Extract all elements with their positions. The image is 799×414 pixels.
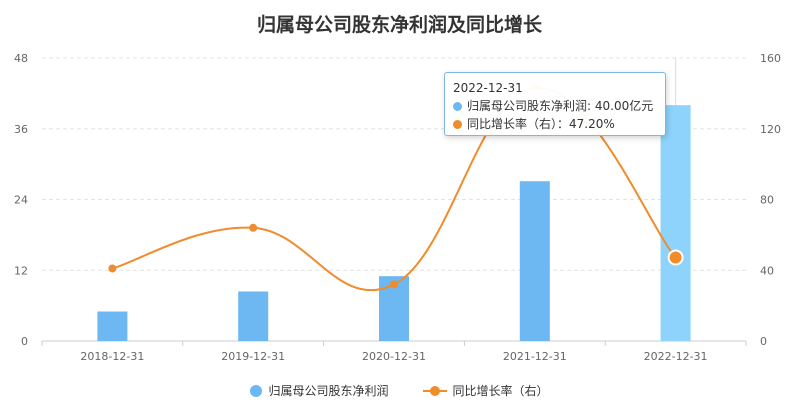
x-tick-label: 2022-12-31 (644, 350, 708, 363)
legend-line-swatch (422, 385, 447, 397)
growth-point (249, 223, 258, 232)
x-tick-label: 2021-12-31 (503, 350, 567, 363)
tooltip-row-growth: 同比增长率（右）：47.20% (453, 115, 657, 133)
y-left-tick-label: 12 (14, 264, 28, 277)
legend-profit-label: 归属母公司股东净利润 (268, 384, 389, 398)
y-left-tick-label: 48 (14, 52, 28, 65)
legend-line-point (429, 385, 440, 396)
chart-title: 归属母公司股东净利润及同比增长 (256, 14, 542, 36)
tooltip-date: 2022-12-31 (453, 81, 523, 95)
y-right-tick-label: 40 (760, 264, 774, 277)
growth-point (390, 280, 398, 289)
y-right-tick-label: 120 (760, 123, 781, 136)
y-right-tick-label: 0 (760, 335, 767, 348)
growth-point-highlighted (667, 249, 684, 266)
y-left-tick-label: 36 (14, 123, 28, 136)
x-tick-label: 2020-12-31 (362, 350, 426, 363)
tooltip-row-profit: 归属母公司股东净利润: 40.00亿元 (453, 97, 657, 115)
legend-item-growth[interactable]: 同比增长率（右） (422, 382, 549, 399)
bar (97, 311, 128, 341)
y-left-tick-label: 0 (21, 335, 28, 348)
bar (519, 181, 550, 341)
bar (238, 291, 269, 341)
y-left-tick-label: 24 (14, 194, 28, 207)
tooltip-line-marker (453, 119, 462, 129)
y-right-tick-label: 160 (760, 52, 781, 65)
growth-point (108, 264, 117, 273)
x-tick-label: 2019-12-31 (221, 350, 285, 363)
tooltip: 2022-12-31 归属母公司股东净利润: 40.00亿元 同比增长率（右）：… (444, 72, 666, 136)
tooltip-profit-text: 归属母公司股东净利润: 40.00亿元 (467, 99, 654, 113)
tooltip-growth-text: 同比增长率（右）：47.20% (467, 117, 615, 131)
y-right-tick-label: 80 (760, 194, 774, 207)
legend-bar-swatch (250, 384, 263, 397)
legend-growth-label: 同比增长率（右） (452, 384, 549, 398)
x-tick-label: 2018-12-31 (80, 350, 144, 363)
bar (660, 105, 691, 342)
legend: 归属母公司股东净利润 同比增长率（右） (0, 382, 799, 399)
legend-item-profit[interactable]: 归属母公司股东净利润 (250, 382, 389, 399)
tooltip-bar-marker (453, 101, 462, 111)
